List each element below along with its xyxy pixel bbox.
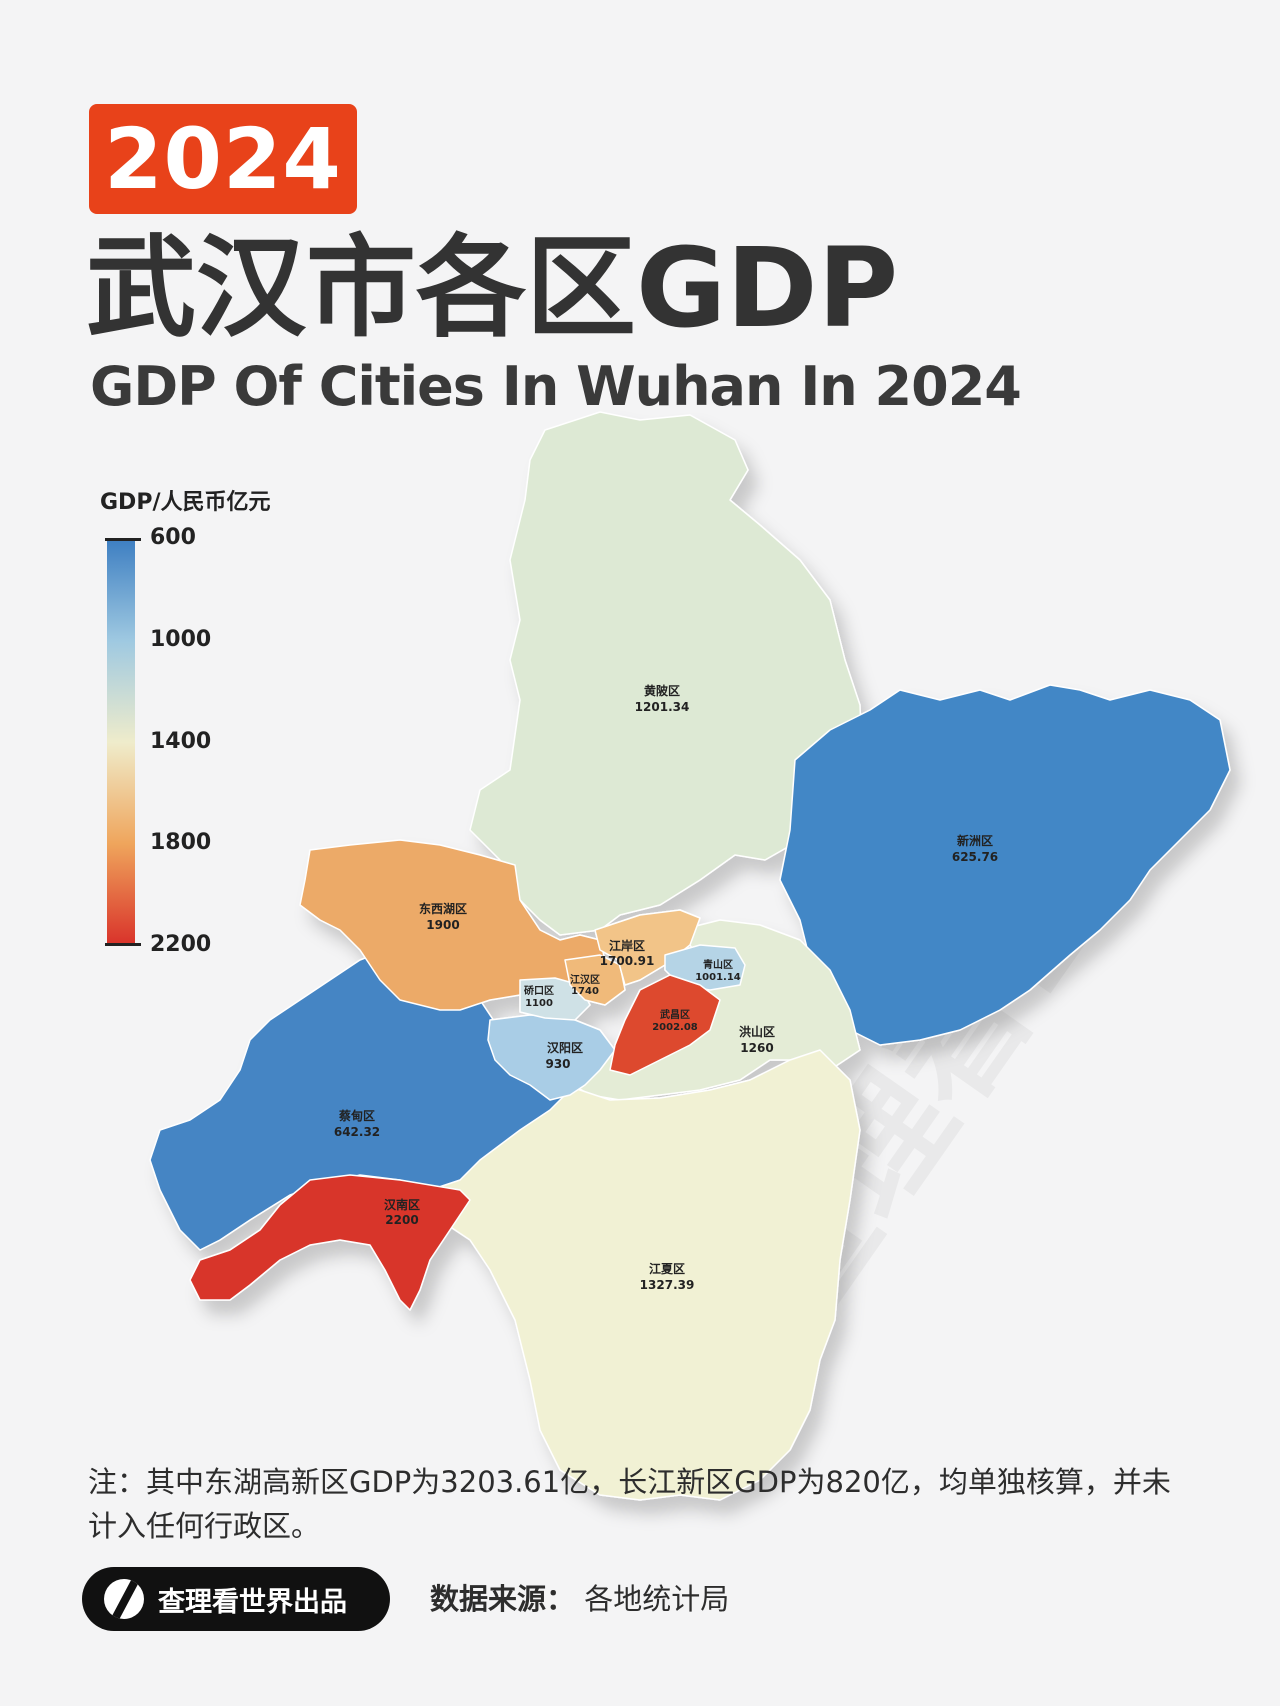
legend-color-bar [107, 540, 135, 945]
label-qiaokou-gdp: 1100 [525, 998, 553, 1009]
label-qiaokou-name: 硚口区 [524, 985, 554, 997]
label-jianghan-name: 江汉区 [570, 973, 600, 986]
source-label: 数据来源： [430, 1582, 576, 1616]
year-badge: 2024 [89, 104, 357, 214]
legend-tick-2200: 2200 [150, 932, 212, 957]
source-value: 各地统计局 [584, 1582, 730, 1616]
legend-top-cap [105, 538, 141, 541]
label-xinzhou-name: 新洲区 [957, 833, 993, 848]
label-jianghan-gdp: 1740 [571, 986, 599, 997]
brand-badge: 查理看世界出品 [82, 1567, 390, 1631]
label-wuchang-gdp: 2002.08 [652, 1022, 698, 1033]
label-dongxihu-gdp: 1900 [426, 918, 459, 932]
label-qingshan-name: 青山区 [703, 958, 733, 971]
legend-tick-1000: 1000 [150, 627, 212, 652]
label-hanyang-name: 汉阳区 [547, 1040, 583, 1055]
legend-title: GDP/人民币亿元 [100, 490, 271, 515]
district-wuchang [609, 974, 721, 1076]
label-xinzhou-gdp: 625.76 [952, 850, 998, 864]
label-caidian-gdp: 642.32 [334, 1125, 380, 1139]
label-hongshan-gdp: 1260 [740, 1041, 773, 1055]
district-huangpi [469, 411, 863, 936]
label-hannan-name: 汉南区 [384, 1197, 420, 1212]
footnote: 注：其中东湖高新区GDP为3203.61亿，长江新区GDP为820亿，均单独核算… [88, 1465, 1171, 1543]
district-hannan [189, 1174, 471, 1311]
label-jiangxia-gdp: 1327.39 [640, 1278, 695, 1292]
label-jiang_an-gdp: 1700.91 [600, 954, 655, 968]
label-hanyang-gdp: 930 [545, 1057, 570, 1071]
label-huangpi-name: 黄陂区 [644, 683, 680, 698]
label-jiang_an-name: 江岸区 [609, 938, 645, 953]
legend-bottom-cap [105, 943, 141, 946]
label-dongxihu-name: 东西湖区 [419, 901, 467, 916]
label-hannan-gdp: 2200 [385, 1213, 418, 1227]
district-labels: 黄陂区 1201.34 新洲区 625.76 东西湖区 1900 江岸区 170… [334, 683, 998, 1292]
label-caidian-name: 蔡甸区 [338, 1108, 375, 1123]
label-hongshan-name: 洪山区 [739, 1024, 775, 1039]
legend-tick-1400: 1400 [150, 729, 212, 754]
legend-tick-1800: 1800 [150, 830, 212, 855]
district-jianghan [564, 954, 626, 1006]
label-wuchang-name: 武昌区 [660, 1008, 690, 1021]
label-jiangxia-name: 江夏区 [649, 1261, 685, 1276]
brand-logo-icon [104, 1579, 144, 1619]
legend-tick-600: 600 [150, 525, 196, 550]
label-qingshan-gdp: 1001.14 [695, 972, 741, 983]
page-subtitle: GDP Of Cities In Wuhan In 2024 [90, 355, 1022, 418]
label-huangpi-gdp: 1201.34 [635, 700, 690, 714]
data-source: 数据来源： 各地统计局 [430, 1576, 729, 1618]
page-title: 武汉市各区GDP [86, 224, 899, 352]
brand-label: 查理看世界出品 [158, 1586, 347, 1618]
